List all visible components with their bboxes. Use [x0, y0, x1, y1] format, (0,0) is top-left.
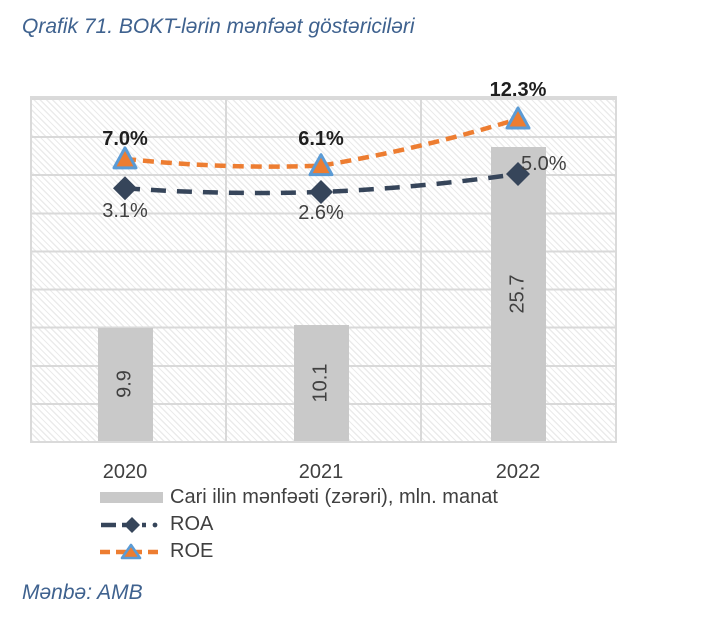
chart-title: Qrafik 71. BOKT-lərin mənfəət göstəricil…: [22, 15, 415, 38]
roa-line-sample: [101, 516, 158, 533]
roe-line: [124, 116, 519, 169]
roe-marker-triangle-icon: [308, 153, 334, 177]
roe-legend-sample: [100, 543, 164, 561]
roa-marker-diamond-icon: [309, 180, 333, 205]
roe-marker-triangle-icon: [505, 106, 531, 130]
roa-marker-diamond-icon: [113, 176, 137, 201]
bar-2020: [97, 327, 153, 441]
bar-legend-swatch: [100, 492, 164, 503]
bar-swatch: [100, 492, 163, 503]
legend-item-roe: ROE: [100, 538, 498, 565]
legend-item-bar: Cari ilin mənfəəti (zərəri), mln. manat: [100, 484, 498, 511]
x-axis-label: 2020: [102, 461, 148, 483]
vertical-gridline: [419, 98, 422, 441]
bar-value-label: 25.7: [506, 274, 529, 314]
bar-2022: [490, 146, 546, 441]
roa-value-label: 5.0%: [521, 152, 567, 175]
roe-marker-triangle-icon: [112, 146, 138, 170]
roa-value-label: 3.1%: [102, 200, 148, 223]
plot-area: [30, 96, 617, 443]
chart-area: 9.9 2020 10.1 2021 25.7 2022 3.1% 2.6% 5.0% 7.0% 6…: [30, 79, 617, 483]
source-note: Mənbə: AMB: [22, 581, 143, 604]
x-axis-label: 2022: [495, 461, 541, 483]
roa-value-label: 2.6%: [298, 202, 344, 225]
roa-legend-sample: [100, 516, 164, 534]
legend-label: Cari ilin mənfəəti (zərəri), mln. manat: [170, 486, 498, 508]
roa-marker-diamond-icon: [506, 161, 530, 186]
legend-label: ROA: [170, 513, 214, 535]
legend-item-roa: ROA: [100, 511, 498, 538]
roa-legend-diamond-icon: [124, 516, 140, 533]
x-axis-label: 2021: [298, 461, 344, 483]
roe-value-label: 12.3%: [489, 78, 547, 101]
roe-line-sample: [100, 543, 164, 559]
legend: Cari ilin mənfəəti (zərəri), mln. manat …: [100, 484, 498, 565]
bar-value-label: 9.9: [113, 370, 136, 399]
bar-2021: [293, 325, 349, 441]
line-series: [112, 106, 531, 205]
legend-label: ROE: [170, 540, 214, 562]
roe-legend-triangle-icon: [120, 543, 142, 559]
roe-value-label: 7.0%: [102, 127, 148, 150]
bar-value-label: 10.1: [309, 363, 332, 403]
roe-value-label: 6.1%: [298, 127, 344, 150]
vertical-gridline: [225, 98, 228, 441]
